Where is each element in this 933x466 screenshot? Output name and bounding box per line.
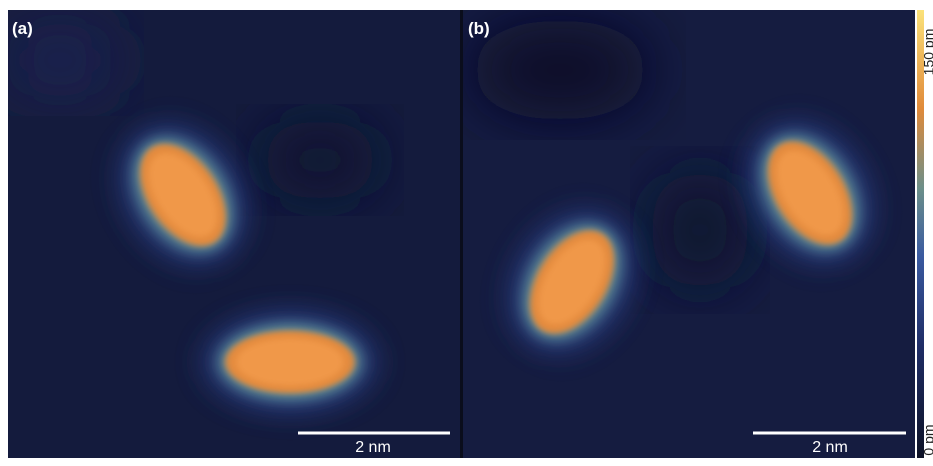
colorbar: [917, 10, 924, 458]
colorbar-min-label: 0 pm: [921, 424, 933, 455]
panel-a: (a) 2 nm: [0, 10, 460, 458]
panel-label: (a): [12, 19, 33, 38]
figure: (a) 2 nm (b) 2 nm 150 pm 0 pm: [0, 0, 933, 461]
scale-label: 2 nm: [355, 439, 391, 456]
molecule: [206, 313, 374, 412]
divider: [460, 10, 463, 458]
page: {"panels": [{"label": "(a)", "scale_bar"…: [0, 0, 933, 461]
scale-label: 2 nm: [812, 439, 848, 456]
panel-b: (b) 2 nm: [463, 10, 915, 458]
panel-label: (b): [468, 19, 490, 38]
colorbar-max-label: 150 pm: [921, 29, 933, 76]
